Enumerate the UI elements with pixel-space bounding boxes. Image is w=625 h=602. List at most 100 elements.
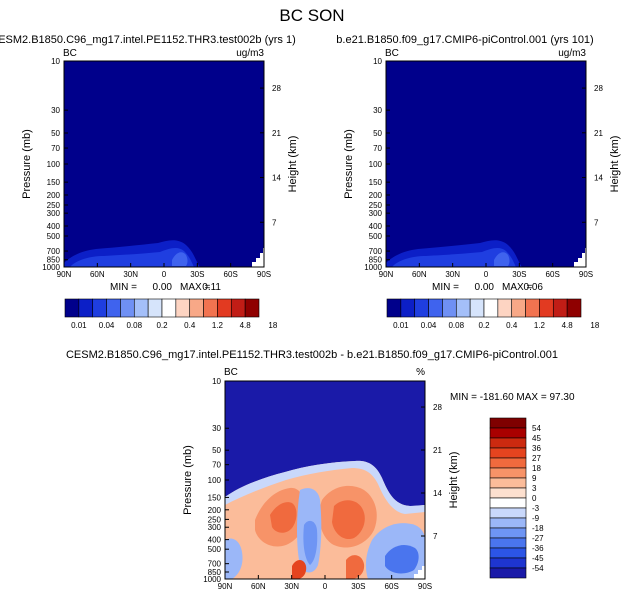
y-tick-label: 1000 (203, 575, 221, 584)
colorbar-swatch (497, 298, 513, 318)
y-tick-label: 50 (51, 129, 60, 138)
height-tick-label: 7 (433, 532, 438, 541)
x-tick-labels: 90N 60N 30N 0 30S 60S 90S (379, 263, 593, 279)
colorbar-swatch (489, 427, 527, 439)
panel-top-right: b.e21.B1850.f09_g17.CMIP6-piControl.001 … (336, 34, 621, 330)
y-axis-label: Pressure (mb) (343, 129, 355, 199)
y-tick-label: 250 (208, 515, 222, 524)
colorbar-swatch (106, 298, 121, 318)
y-tick-label: 200 (208, 506, 222, 515)
colorbar-swatch (489, 467, 527, 479)
y-tick-label: 400 (47, 222, 61, 231)
height-tick-label: 7 (594, 218, 599, 227)
colorbar-swatch (414, 298, 429, 318)
colorbar-label: 0.2 (156, 321, 168, 330)
negative-lower-right-core (385, 544, 419, 574)
y-tick-label: 50 (212, 446, 221, 455)
y-tick-label: 400 (369, 222, 383, 231)
x-tick-label: 60N (90, 270, 105, 279)
height-tick-label: 21 (594, 129, 603, 138)
panel-title: CESM2.B1850.C96_mg17.intel.PE1152.THR3.t… (66, 349, 558, 361)
height-tick-label: 28 (272, 84, 281, 93)
x-tick-label: 60N (251, 582, 266, 591)
negative-lower-left (225, 538, 243, 579)
panel-title: b.e21.B1850.f09_g17.CMIP6-piControl.001 … (336, 34, 593, 46)
colorbar-swatch (525, 298, 540, 318)
y-axis-label: Pressure (mb) (182, 445, 194, 515)
colorbar-label: 9 (532, 474, 537, 483)
height-tick-label: 14 (594, 174, 603, 183)
x-tick-label: 30N (445, 270, 460, 279)
y-tick-label: 500 (47, 232, 61, 241)
colorbar-label: 0.4 (506, 321, 518, 330)
antarctic-mask (414, 566, 425, 579)
height-tick-labels: 28 21 14 7 (582, 84, 603, 227)
height-axis-label: Height (km) (448, 452, 460, 509)
y-tick-label: 30 (373, 106, 382, 115)
y-tick-label: 150 (208, 493, 222, 502)
colorbar-swatch (489, 497, 527, 509)
x-tick-label: 90N (57, 270, 72, 279)
colorbar-swatch (489, 527, 527, 539)
colorbar-label: -45 (532, 554, 544, 563)
colorbar-label: 0.08 (448, 321, 464, 330)
min-value: 0.00 (475, 282, 495, 293)
y-tick-label: 150 (369, 178, 383, 187)
panel-difference: CESM2.B1850.C96_mg17.intel.PE1152.THR3.t… (66, 349, 575, 591)
colorbar-swatch (511, 298, 526, 318)
max-value: 0.11 (202, 282, 221, 293)
y-tick-label: 850 (369, 256, 383, 265)
y-tick-label: 700 (47, 247, 61, 256)
y-tick-label: 300 (369, 209, 383, 218)
min-max-stats: MIN = -181.60 MAX = 97.30 (450, 392, 575, 403)
colorbar-label: 54 (532, 424, 541, 433)
x-tick-label: 60S (546, 270, 560, 279)
surface-aerosol-core (494, 252, 510, 266)
figure-title: BC SON (279, 6, 344, 25)
positive-surface-30s (346, 555, 365, 579)
height-tick-label: 14 (433, 489, 442, 498)
surface-aerosol-contour-inner (392, 248, 516, 267)
height-axis-label: Height (km) (287, 136, 299, 193)
x-tick-label: 90S (579, 270, 593, 279)
colorbar: 0.01 0.04 0.08 0.2 0.4 1.2 4.8 18 (386, 298, 600, 330)
y-tick-label: 30 (51, 106, 60, 115)
x-tick-label: 30S (512, 270, 526, 279)
x-tick-label: 30N (123, 270, 138, 279)
colorbar-swatch (230, 298, 246, 318)
colorbar-label: 0.4 (184, 321, 196, 330)
colorbar-swatch (552, 298, 568, 318)
plot-area (385, 60, 587, 268)
panel-top-left: CESM2.B1850.C96_mg17.intel.PE1152.THR3.t… (0, 34, 299, 330)
colorbar-swatch (489, 477, 527, 489)
x-tick-labels: 90N 60N 30N 0 30S 60S 90S (218, 575, 432, 591)
negative-upper-rim (225, 460, 425, 514)
y-tick-label: 300 (208, 523, 222, 532)
surface-aerosol-contour-inner (70, 248, 194, 267)
antarctic-mask (574, 248, 586, 267)
field-background (64, 61, 264, 267)
colorbar-label: -36 (532, 544, 544, 553)
colorbar-swatch (217, 298, 232, 318)
colorbar-swatch (489, 487, 527, 499)
x-tick-label: 0 (484, 270, 489, 279)
stats: MIN = 0.00 MAX = 0.06 (432, 282, 543, 293)
units-label: ug/m3 (558, 48, 586, 59)
colorbar-label: 0.04 (99, 321, 115, 330)
y-tick-label: 1000 (364, 263, 382, 272)
max-label: MAX = (502, 282, 532, 293)
x-tick-label: 0 (162, 270, 167, 279)
colorbar-swatch (442, 298, 457, 318)
height-tick-label: 28 (594, 84, 603, 93)
y-tick-label: 250 (369, 201, 383, 210)
y-tick-label: 250 (47, 201, 61, 210)
colorbar-swatch (189, 298, 204, 318)
colorbar-swatch (489, 447, 527, 459)
x-tick-labels: 90N 60N 30N 0 30S 60S 90S (57, 263, 271, 279)
colorbar-swatch (489, 507, 527, 519)
units-label: ug/m3 (236, 48, 264, 59)
colorbar-swatch (483, 298, 499, 318)
